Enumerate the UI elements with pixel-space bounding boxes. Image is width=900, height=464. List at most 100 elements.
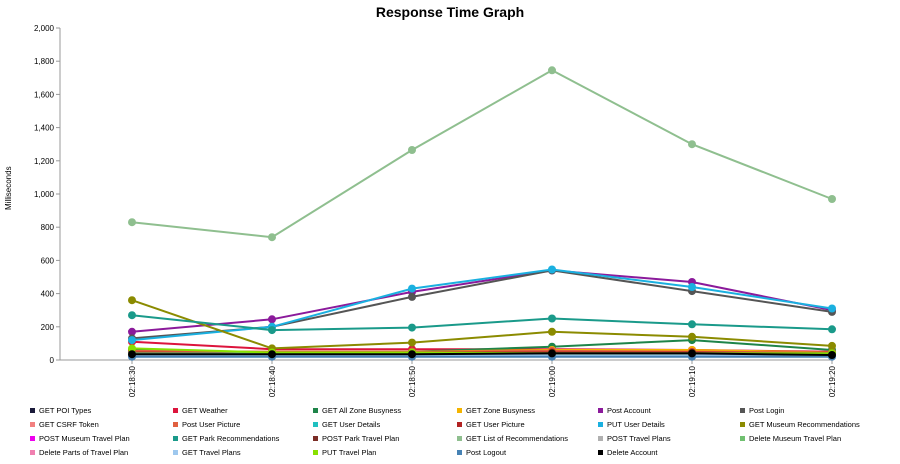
legend-item: GET User Picture	[457, 418, 598, 430]
legend-item: Delete Museum Travel Plan	[740, 432, 890, 444]
data-point-delete-account	[128, 350, 136, 359]
legend-label: GET User Details	[322, 419, 381, 429]
legend-swatch	[457, 435, 462, 441]
legend-item: PUT Travel Plan	[313, 446, 457, 458]
y-tick-label: 600	[41, 256, 55, 265]
data-point-put-travel-plan	[128, 344, 136, 353]
legend-label: Delete Parts of Travel Plan	[39, 447, 129, 457]
y-tick-label: 0	[50, 356, 55, 365]
plot-area: 0 200 400 600 800 1,000 1,200 1,400 1,600 1,800 2,…	[34, 24, 837, 397]
data-point-put-user-details	[828, 304, 836, 313]
data-point-delete-account	[688, 349, 696, 358]
y-tick-label: 2,000	[34, 24, 55, 33]
series-line-get-museum-recommendations	[131, 299, 833, 350]
x-tick-label: 02:18:30	[128, 365, 137, 397]
legend-swatch	[457, 407, 462, 413]
legend-label: Delete Museum Travel Plan	[749, 433, 842, 443]
x-tick-label: 02:19:00	[548, 365, 557, 397]
data-point-get-list-of-recommendations	[408, 146, 416, 154]
legend-swatch	[313, 435, 318, 441]
y-tick-label: 800	[41, 223, 55, 232]
legend-swatch	[30, 407, 35, 413]
legend-swatch	[457, 449, 462, 455]
data-point-get-museum-recommendations	[408, 338, 416, 347]
legend-swatch	[173, 407, 178, 413]
legend-label: POST Museum Travel Plan	[39, 433, 130, 443]
legend-label: GET All Zone Busyness	[322, 405, 402, 415]
y-tick-label: 1,400	[34, 124, 55, 133]
legend-item: POST Travel Plans	[598, 432, 740, 444]
data-point-get-park-recommendations	[268, 326, 276, 335]
series-line-get-list-of-recommendations	[131, 69, 833, 239]
data-point-post-account	[128, 327, 136, 336]
legend-label: Post Login	[749, 405, 785, 415]
legend-swatch	[173, 421, 178, 427]
x-tick-label: 02:19:10	[688, 365, 697, 397]
legend-item: GET List of Recommendations	[457, 432, 598, 444]
legend-swatch	[30, 421, 35, 427]
data-point-get-museum-recommendations	[128, 296, 136, 305]
legend-item: GET POI Types	[30, 404, 173, 416]
data-point-get-park-recommendations	[548, 314, 556, 323]
data-point-put-user-details	[688, 283, 696, 291]
data-point-get-museum-recommendations	[688, 332, 696, 341]
y-tick-label: 200	[41, 323, 55, 332]
data-point-get-park-recommendations	[688, 320, 696, 329]
legend-label: GET Park Recommendations	[182, 433, 280, 443]
legend-swatch	[598, 407, 603, 413]
x-tick-label: 02:18:50	[408, 365, 417, 397]
y-tick-label: 1,800	[34, 57, 55, 66]
data-point-delete-account	[828, 351, 836, 359]
legend-item: GET Zone Busyness	[457, 404, 598, 416]
legend-item: Post Logout	[457, 446, 598, 458]
data-point-put-user-details	[408, 284, 416, 293]
x-tick-label: 02:18:40	[268, 365, 277, 397]
y-tick-label: 1,600	[34, 90, 55, 99]
legend-label: POST Park Travel Plan	[322, 433, 400, 443]
legend-item: POST Museum Travel Plan	[30, 432, 173, 444]
legend-swatch	[457, 421, 462, 427]
data-point-get-list-of-recommendations	[688, 140, 696, 149]
legend-swatch	[30, 449, 35, 455]
data-point-delete-account	[268, 350, 276, 359]
legend-item: Delete Account	[598, 446, 740, 458]
legend-item: GET All Zone Busyness	[313, 404, 457, 416]
data-point-post-account	[268, 315, 276, 324]
legend-label: PUT User Details	[607, 419, 665, 429]
legend-item: GET Museum Recommendations	[740, 418, 890, 430]
y-tick-label: 400	[41, 290, 55, 299]
data-point-get-park-recommendations	[408, 323, 416, 332]
legend-swatch	[598, 449, 603, 455]
legend-label: Delete Account	[607, 447, 658, 457]
legend-swatch	[598, 421, 603, 427]
legend-label: Post User Picture	[182, 419, 241, 429]
data-point-get-list-of-recommendations	[128, 218, 136, 227]
data-point-get-museum-recommendations	[548, 327, 556, 336]
series-line-put-user-details	[131, 268, 833, 342]
data-point-get-park-recommendations	[128, 311, 136, 320]
legend-label: GET CSRF Token	[39, 419, 99, 429]
legend-swatch	[740, 407, 745, 413]
legend-label: Post Account	[607, 405, 651, 415]
legend-item: GET CSRF Token	[30, 418, 173, 430]
legend-item: GET User Details	[313, 418, 457, 430]
legend-item: Post Login	[740, 404, 890, 416]
legend-swatch	[313, 421, 318, 427]
legend-label: GET User Picture	[466, 419, 525, 429]
data-point-get-museum-recommendations	[828, 341, 836, 350]
series-line-get-park-recommendations	[131, 314, 833, 332]
legend-swatch	[740, 435, 745, 441]
legend-label: GET List of Recommendations	[466, 433, 568, 443]
legend-item: Post User Picture	[173, 418, 313, 430]
chart-title: Response Time Graph	[375, 4, 525, 20]
data-point-get-list-of-recommendations	[548, 66, 556, 75]
legend-label: Post Logout	[466, 447, 507, 457]
legend-item: Post Account	[598, 404, 740, 416]
x-tick-label: 02:19:20	[828, 365, 837, 397]
legend-label: PUT Travel Plan	[322, 447, 377, 457]
legend-item: GET Travel Plans	[173, 446, 313, 458]
legend-swatch	[598, 435, 603, 441]
legend-swatch	[30, 435, 35, 441]
legend-swatch	[313, 449, 318, 455]
